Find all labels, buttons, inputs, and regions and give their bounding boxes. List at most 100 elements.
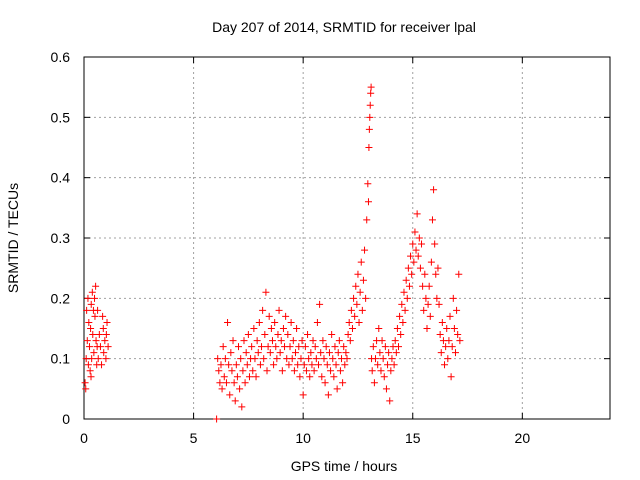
data-point (331, 343, 339, 351)
data-point (237, 355, 245, 363)
data-point (335, 337, 343, 345)
data-point (435, 300, 443, 308)
data-point (399, 318, 407, 326)
data-point (423, 325, 431, 332)
data-point (421, 270, 429, 278)
data-point (364, 198, 372, 206)
data-point (252, 373, 260, 381)
data-point (250, 325, 258, 332)
data-point (343, 355, 351, 363)
data-point (92, 282, 100, 290)
data-point (99, 312, 107, 320)
data-point (447, 373, 455, 381)
data-point (98, 361, 106, 369)
data-point (285, 361, 293, 369)
data-point (323, 361, 331, 369)
data-point (85, 318, 93, 326)
data-point (213, 415, 221, 423)
data-point (392, 349, 400, 357)
data-point (256, 361, 264, 369)
data-point (82, 385, 90, 393)
data-point (443, 325, 451, 332)
data-point (424, 300, 432, 308)
data-point (362, 294, 370, 302)
data-point (83, 337, 91, 345)
data-point (88, 355, 96, 363)
data-point (350, 294, 358, 302)
data-point (102, 355, 110, 363)
data-point (445, 337, 453, 345)
data-point (253, 337, 261, 345)
data-point (305, 355, 313, 363)
data-point (387, 367, 395, 375)
data-point (306, 373, 314, 381)
data-point (351, 312, 359, 320)
data-point (260, 355, 268, 363)
data-point (95, 331, 103, 339)
data-point (214, 355, 222, 363)
data-point (364, 180, 372, 188)
data-point (254, 349, 262, 357)
data-point (233, 373, 241, 381)
data-point (225, 361, 233, 369)
data-point (400, 288, 408, 296)
data-point (289, 337, 297, 345)
data-point (284, 331, 292, 339)
data-point (100, 349, 108, 357)
data-point (229, 337, 237, 345)
data-point (241, 379, 249, 387)
data-point (266, 349, 274, 357)
data-point (340, 343, 348, 351)
data-point (228, 367, 236, 375)
y-tick-label: 0.6 (51, 49, 71, 65)
data-point (91, 312, 99, 320)
data-point (355, 318, 363, 326)
data-point (232, 361, 240, 369)
data-point (319, 337, 327, 345)
x-tick-label: 20 (515, 430, 531, 446)
data-point (346, 337, 354, 345)
data-point (413, 210, 421, 218)
data-point (308, 361, 316, 369)
y-tick-label: 0.3 (51, 230, 71, 246)
data-point (367, 89, 375, 97)
data-point (391, 337, 399, 345)
y-axis-label: SRMTID / TECUs (5, 183, 21, 293)
data-point (376, 349, 384, 357)
data-point (431, 240, 439, 248)
data-point (384, 361, 392, 369)
data-point (222, 379, 230, 387)
data-point (282, 312, 290, 320)
data-point (341, 361, 349, 369)
y-tick-label: 0.5 (51, 109, 71, 125)
data-point (416, 264, 424, 272)
data-point (310, 367, 318, 375)
data-point (407, 252, 415, 260)
data-point (433, 294, 441, 302)
data-point (217, 361, 225, 369)
data-point (382, 385, 390, 393)
data-point (410, 258, 418, 266)
data-point (219, 343, 227, 351)
data-point (249, 367, 257, 375)
data-point (296, 373, 304, 381)
data-point (218, 385, 226, 393)
data-point (294, 361, 302, 369)
data-point (418, 240, 426, 248)
data-point (92, 337, 100, 345)
data-point (358, 306, 366, 314)
x-tick-labels: 0 5 10 15 20 (80, 430, 530, 446)
data-point (385, 349, 393, 357)
data-point (99, 325, 107, 332)
data-point (427, 258, 435, 266)
data-point (220, 373, 228, 381)
data-point (315, 361, 323, 369)
data-point (265, 312, 273, 320)
data-point (368, 367, 376, 375)
data-point (290, 367, 298, 375)
data-point (414, 252, 422, 260)
data-point (361, 246, 369, 254)
data-point (339, 379, 347, 387)
data-point (441, 361, 449, 369)
